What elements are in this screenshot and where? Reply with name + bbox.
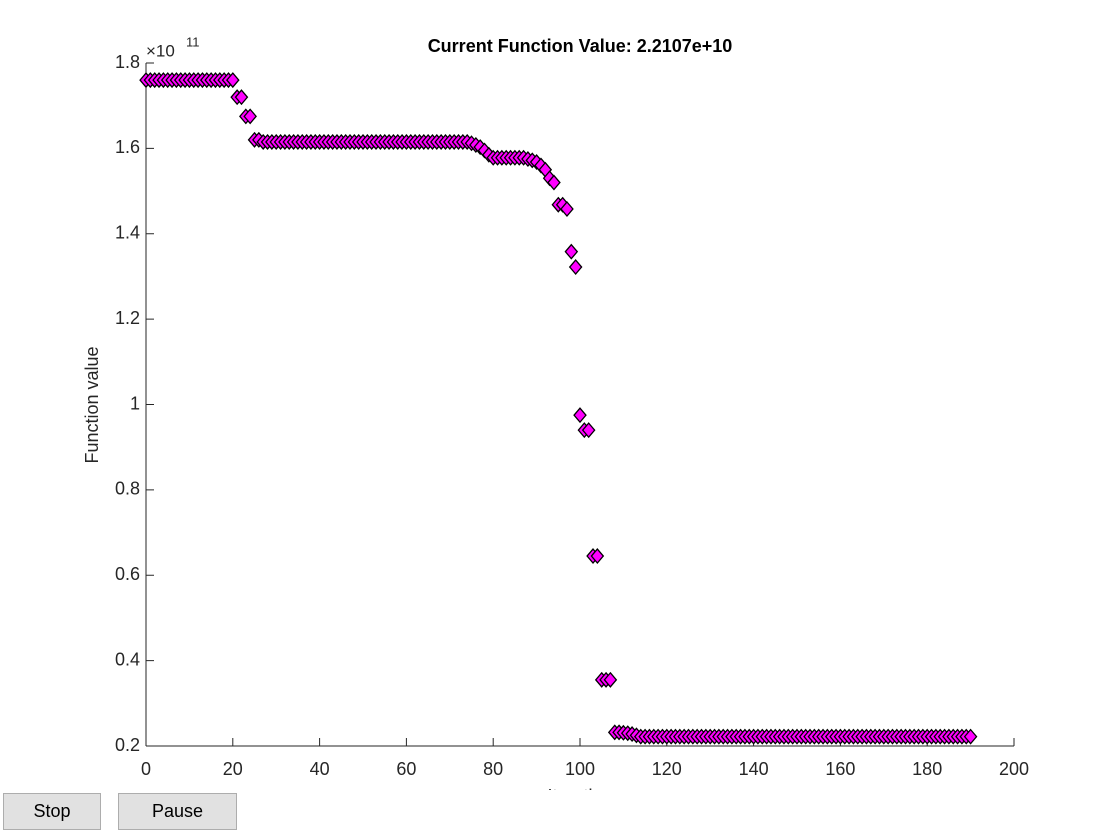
data-point [225,72,240,89]
data-point [590,548,605,565]
y-tick-label: 1.2 [115,308,140,328]
x-tick-label: 120 [652,759,682,779]
data-point [581,422,596,439]
x-tick-label: 0 [141,759,151,779]
x-tick-label: 60 [396,759,416,779]
x-tick-label: 140 [739,759,769,779]
x-tick-label: 20 [223,759,243,779]
pause-button[interactable]: Pause [118,793,237,830]
y-scale-base: ×10 [146,41,175,60]
x-tick-label: 200 [999,759,1029,779]
y-tick-label: 0.8 [115,479,140,499]
data-point [560,200,574,217]
x-tick-label: 40 [310,759,330,779]
data-point [564,243,579,260]
data-point [568,259,583,276]
chart: Current Function Value: 2.2107e+10 Itera… [0,0,1029,790]
x-tick-label: 100 [565,759,595,779]
data-point [963,728,978,745]
data-point [243,108,257,125]
y-axis-label: Function value [82,346,102,463]
y-tick-label: 1.6 [115,137,140,157]
data-point [234,89,249,106]
x-tick-label: 180 [912,759,942,779]
y-tick-label: 1 [130,393,140,413]
data-point [547,174,561,191]
y-tick-label: 0.6 [115,564,140,584]
data-point [603,671,618,688]
y-tick-label: 1.8 [115,52,140,72]
y-tick-label: 0.2 [115,735,140,755]
x-axis-label: Iteration [547,786,612,790]
x-tick-label: 80 [483,759,503,779]
chart-title: Current Function Value: 2.2107e+10 [428,36,733,56]
y-tick-label: 0.4 [115,649,140,669]
y-tick-label: 1.4 [115,223,140,243]
x-tick-label: 160 [825,759,855,779]
data-point [573,407,587,424]
stop-button[interactable]: Stop [3,793,101,830]
y-scale-exponent: 11 [186,34,200,49]
